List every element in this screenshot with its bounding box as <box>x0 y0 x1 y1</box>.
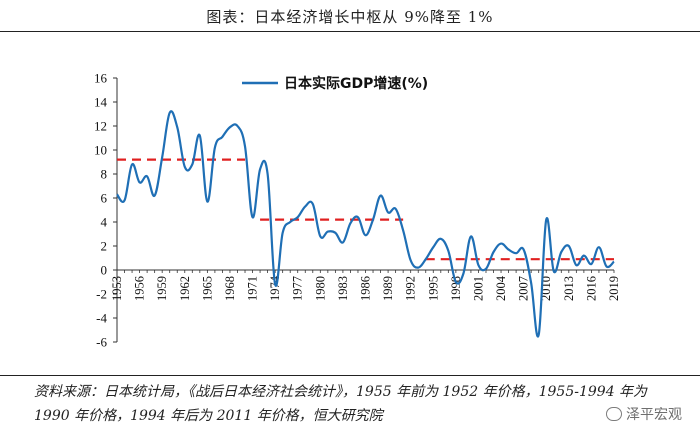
legend-label: 日本实际GDP增速(%) <box>284 75 428 92</box>
x-tick-label: 1986 <box>359 276 373 301</box>
x-tick-label: 1968 <box>223 276 237 301</box>
x-tick-label: 2013 <box>562 276 576 301</box>
x-tick-label: 1971 <box>246 276 260 301</box>
x-tick-label: 2019 <box>607 276 621 301</box>
gdp-growth-line <box>116 110 615 338</box>
y-tick-label: -6 <box>96 335 107 350</box>
x-tick-label: 1989 <box>381 276 395 301</box>
x-tick-label: 1995 <box>426 276 440 301</box>
reference-lines <box>117 158 614 261</box>
watermark-text: 泽平宏观 <box>626 407 682 423</box>
x-tick-label: 1977 <box>291 276 305 301</box>
x-tick-label: 1959 <box>155 276 169 301</box>
watermark: 泽平宏观 <box>606 404 682 424</box>
x-tick-label: 1974 <box>268 275 282 301</box>
x-tick-label: 1980 <box>313 276 327 301</box>
x-tick-label: 1962 <box>178 276 192 301</box>
y-tick-label: 6 <box>101 191 108 206</box>
x-tick-label: 2004 <box>494 275 508 301</box>
y-tick-label: 12 <box>94 119 107 134</box>
source-note: 资料来源：日本统计局，《战后日本经济社会统计》，1955 年前为 1952 年价… <box>34 384 648 424</box>
x-tick-label: 2016 <box>584 276 598 301</box>
top-rule <box>0 31 700 32</box>
y-tick-label: -4 <box>96 311 107 326</box>
y-tick-label: 16 <box>94 71 108 86</box>
y-tick-label: 2 <box>101 239 108 254</box>
axes: -6 -4 -2 0 2 4 6 8 10 12 14 16 1953 1956 1959 1962 1965 1… <box>94 71 621 350</box>
y-tick-label: 8 <box>101 167 108 182</box>
legend: 日本实际GDP增速(%) <box>242 75 428 92</box>
x-tick-label: 1983 <box>336 276 350 301</box>
y-tick-label: 0 <box>101 263 108 278</box>
x-tick-label: 2001 <box>471 276 485 301</box>
x-tick-label: 1965 <box>200 276 214 301</box>
x-tick-label: 1953 <box>110 276 124 301</box>
chart-plot: -6 -4 -2 0 2 4 6 8 10 12 14 16 1953 1956 1959 1962 1965 1… <box>94 71 621 350</box>
x-tick-label: 1992 <box>404 276 418 301</box>
y-tick-label: 4 <box>101 215 108 230</box>
y-tick-label: -2 <box>96 287 107 302</box>
y-tick-label: 14 <box>94 95 108 110</box>
y-tick-label: 10 <box>94 143 107 158</box>
series-group <box>116 110 615 338</box>
x-tick-label: 2007 <box>517 276 531 301</box>
chart-title: 图表：日本经济增长中枢从 9%降至 1% <box>206 8 494 26</box>
bottom-rule <box>0 375 700 376</box>
x-tick-label: 1956 <box>133 276 147 301</box>
wechat-icon <box>606 407 622 421</box>
